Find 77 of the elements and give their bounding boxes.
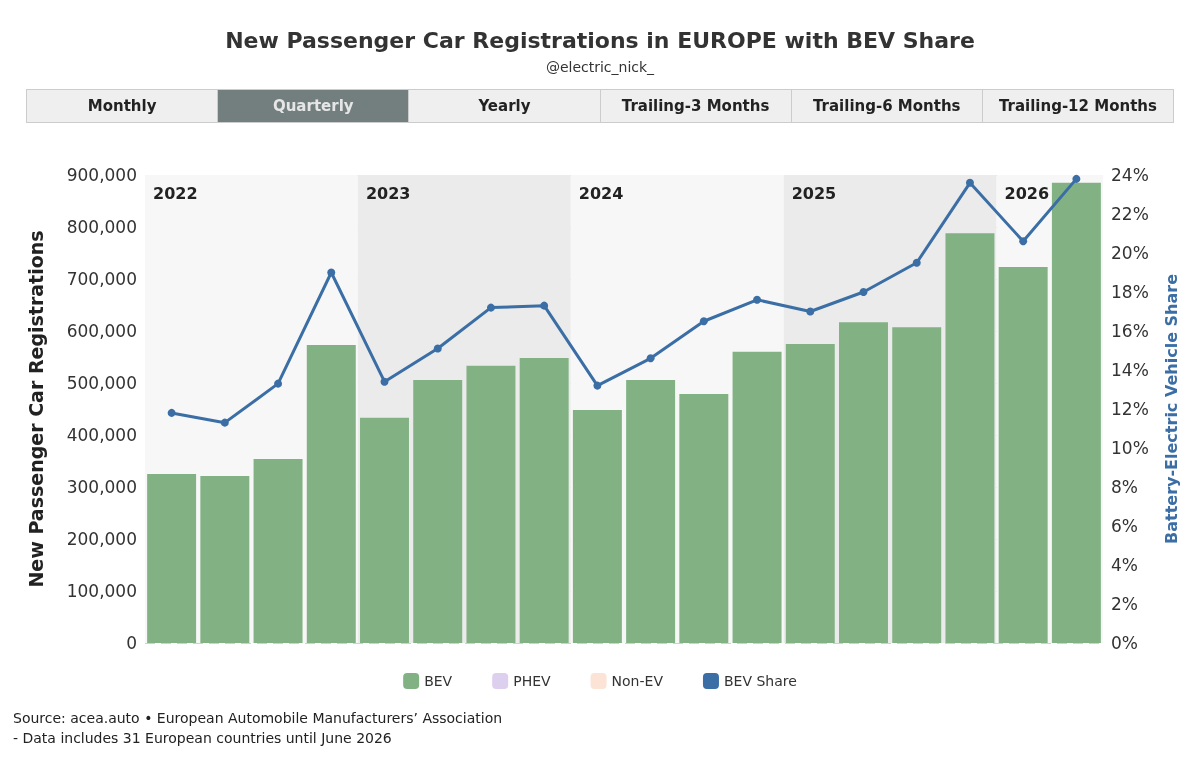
y2-tick-label: 18% xyxy=(1111,282,1149,302)
point xyxy=(540,301,549,310)
y2-tick-label: 4% xyxy=(1111,555,1138,575)
point xyxy=(274,379,283,388)
legend-label: Non-EV xyxy=(611,673,664,689)
y-tick-label: 900,000 xyxy=(66,165,137,185)
y2-axis-title: Battery-Electric Vehicle Share xyxy=(1161,273,1181,545)
point xyxy=(965,178,974,187)
point xyxy=(1072,174,1081,183)
point xyxy=(433,344,442,353)
point xyxy=(593,381,602,390)
text: Quarterly xyxy=(217,90,409,122)
annotation: 2023 xyxy=(365,183,411,203)
text: Trailing-6 Months xyxy=(790,90,982,122)
y2-tick-label: 14% xyxy=(1111,360,1149,380)
point xyxy=(806,307,815,316)
annotation: 2025 xyxy=(791,183,837,203)
bar xyxy=(413,379,463,643)
text: Trailing-3 Months xyxy=(599,90,791,122)
y-tick-label: 100,000 xyxy=(66,581,137,601)
y-tick-label: 600,000 xyxy=(66,321,137,341)
y2-tick-label: 16% xyxy=(1111,321,1149,341)
point xyxy=(699,317,708,326)
bar xyxy=(626,379,676,643)
point xyxy=(859,288,868,296)
bar xyxy=(519,358,569,643)
bar xyxy=(785,344,835,643)
point xyxy=(912,258,921,267)
bar xyxy=(732,351,782,643)
y-tick-label: 800,000 xyxy=(66,217,137,237)
y2-tick-label: 12% xyxy=(1111,399,1149,419)
point xyxy=(753,295,762,304)
y2-tick-label: 22% xyxy=(1111,204,1149,224)
y2-tick-label: 0% xyxy=(1111,633,1138,653)
y-tick-label: 0 xyxy=(126,633,137,653)
y-axis-title: New Passenger Car Registrations xyxy=(24,230,47,588)
bar xyxy=(466,365,516,643)
point xyxy=(327,268,336,277)
point xyxy=(646,354,655,363)
legend-label: PHEV xyxy=(513,673,551,689)
annotation: 2024 xyxy=(578,183,624,203)
chart-subtitle: @electric_nick_ xyxy=(544,59,656,75)
bar xyxy=(253,458,303,643)
y-tick-label: 300,000 xyxy=(66,477,137,497)
text: Monthly xyxy=(27,90,218,122)
point xyxy=(1019,237,1028,246)
bar xyxy=(360,417,409,643)
y-tick-label: 500,000 xyxy=(66,373,137,393)
legend-label: BEV xyxy=(424,673,453,689)
point xyxy=(220,418,229,427)
bar xyxy=(306,345,356,643)
y-tick-label: 200,000 xyxy=(66,529,137,549)
y2-tick-label: 2% xyxy=(1111,594,1138,614)
y-tick-label: 700,000 xyxy=(66,269,137,289)
annotation: 2022 xyxy=(153,183,198,203)
y2-tick-label: 10% xyxy=(1111,438,1149,458)
y2-tick-label: 8% xyxy=(1111,477,1138,497)
legend-label: BEV Share xyxy=(723,673,797,689)
text: Trailing-12 Months xyxy=(981,90,1174,122)
text: - Data includes 31 European countries until June 2026 xyxy=(13,729,393,748)
bar xyxy=(147,474,197,643)
point xyxy=(167,408,176,417)
bar xyxy=(200,476,250,643)
y2-tick-label: 6% xyxy=(1111,516,1138,536)
point xyxy=(380,377,389,386)
annotation: 2026 xyxy=(1004,183,1050,203)
chart-title: New Passenger Car Registrations in EUROPE with BEV Share xyxy=(224,27,976,53)
bar xyxy=(892,327,942,643)
text: Yearly xyxy=(408,90,600,122)
bar xyxy=(679,393,729,643)
y-tick-label: 400,000 xyxy=(66,425,137,445)
point xyxy=(486,303,495,312)
y2-tick-label: 24% xyxy=(1111,165,1149,185)
bar xyxy=(839,322,888,643)
y2-tick-label: 20% xyxy=(1111,243,1149,263)
bar xyxy=(572,410,622,643)
source-note: Source: acea.auto • European Automobile Manufacturers’ Association xyxy=(13,709,503,728)
